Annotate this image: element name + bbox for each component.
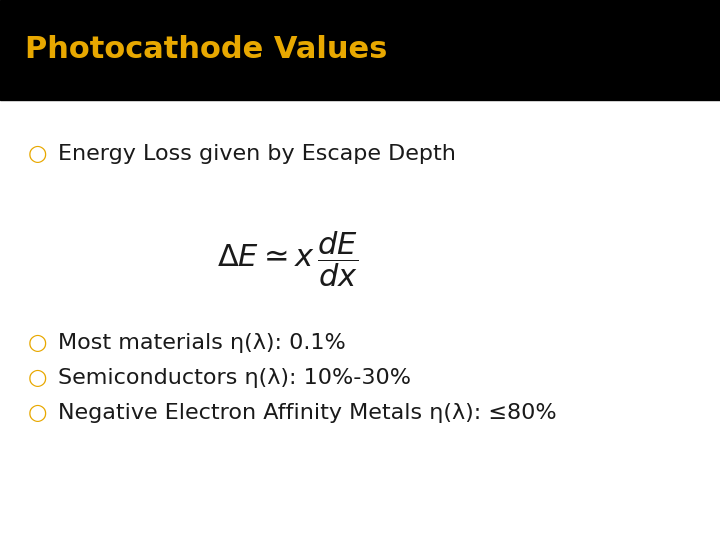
Text: ○: ○ [27, 333, 47, 353]
Text: ○: ○ [27, 403, 47, 423]
Bar [0, 0, 720, 100]
Text: $\Delta E \simeq x\,\dfrac{dE}{dx}$: $\Delta E \simeq x\,\dfrac{dE}{dx}$ [217, 230, 359, 289]
Text: Energy Loss given by Escape Depth: Energy Loss given by Escape Depth [58, 144, 456, 164]
Text: ○: ○ [27, 144, 47, 164]
Text: ○: ○ [27, 368, 47, 388]
Text: Negative Electron Affinity Metals η(λ): ≤80%: Negative Electron Affinity Metals η(λ): … [58, 403, 557, 423]
Text: Semiconductors η(λ): 10%-30%: Semiconductors η(λ): 10%-30% [58, 368, 410, 388]
Text: Most materials η(λ): 0.1%: Most materials η(λ): 0.1% [58, 333, 346, 353]
Text: Photocathode Values: Photocathode Values [25, 36, 387, 64]
